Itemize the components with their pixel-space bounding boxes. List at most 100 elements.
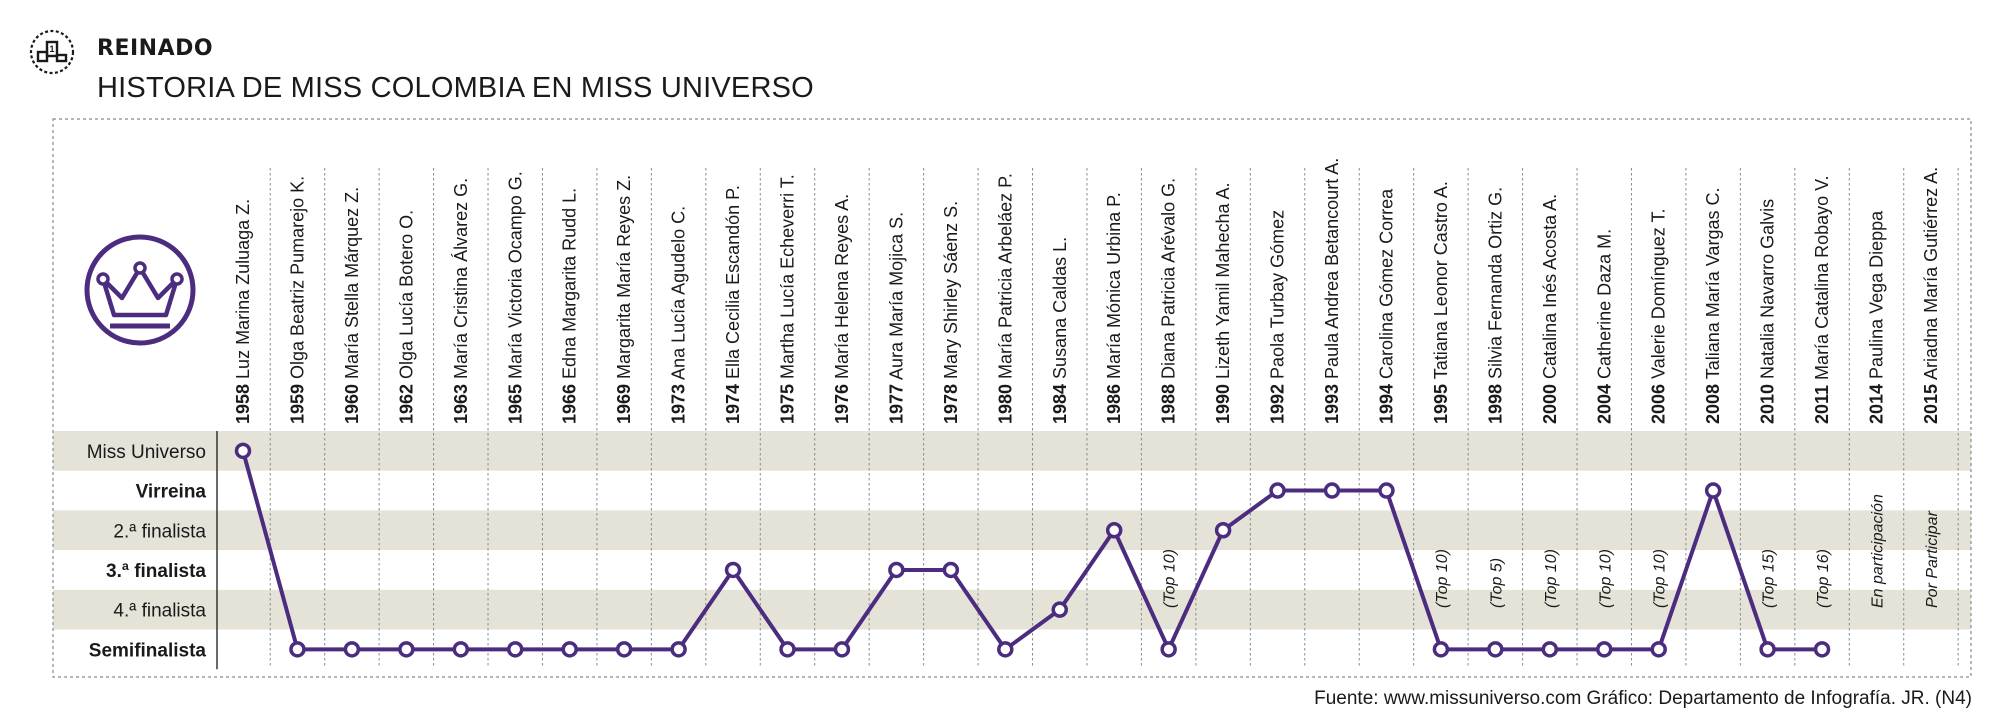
name-label: Mary Shirley Sáenz S. bbox=[941, 201, 961, 384]
name-label: Paula Andrea Betancourt A. bbox=[1322, 158, 1342, 384]
name-label: María Cristina Álvarez G. bbox=[451, 178, 471, 384]
data-point bbox=[1269, 482, 1286, 499]
name-label: Ana Lucía Agudelo C. bbox=[669, 206, 689, 384]
column-label: 1959 Olga Beatriz Pumarejo K. bbox=[287, 176, 307, 424]
column-label: 2010 Natalia Navarro Galvis bbox=[1758, 199, 1778, 424]
name-label: Diana Patricia Arévalo G. bbox=[1159, 178, 1179, 384]
name-label: Paola Turbay Gómez bbox=[1268, 210, 1288, 384]
row-bands bbox=[53, 431, 1971, 630]
column-label: 1965 María Victoria Ocampo G. bbox=[505, 171, 525, 424]
data-point bbox=[234, 442, 252, 460]
data-point bbox=[1105, 522, 1123, 539]
column-label: 1974 Ella Cecilia Escandón P. bbox=[723, 185, 743, 424]
data-point bbox=[1214, 522, 1232, 539]
column-label: 2011 María Catalina Robayo V. bbox=[1812, 175, 1832, 424]
annotation-label: (Top 10) bbox=[1162, 549, 1179, 608]
annotation-label: (Top 10) bbox=[1543, 549, 1560, 608]
year-label: 1994 bbox=[1376, 384, 1396, 424]
svg-text:1: 1 bbox=[49, 44, 54, 54]
section-label: REINADO bbox=[97, 36, 214, 61]
data-point bbox=[1323, 482, 1341, 499]
year-label: 2010 bbox=[1758, 384, 1778, 424]
column-label: 1966 Edna Margarita Rudd L. bbox=[560, 188, 580, 424]
data-point bbox=[1813, 641, 1831, 658]
data-point bbox=[997, 641, 1014, 658]
year-label: 2004 bbox=[1594, 384, 1614, 424]
name-label: Lizeth Yamil Mahecha A. bbox=[1213, 183, 1233, 384]
data-point bbox=[942, 561, 960, 579]
data-point bbox=[670, 641, 687, 658]
data-point bbox=[1487, 641, 1504, 658]
year-label: 1980 bbox=[995, 384, 1015, 424]
year-label: 1977 bbox=[886, 384, 906, 424]
data-point bbox=[888, 561, 905, 579]
source-credit: Fuente: www.missuniverso.com Gráfico: De… bbox=[1314, 688, 1972, 709]
row-label: Miss Universo bbox=[87, 442, 206, 463]
column-label: 1969 Margarita María Reyes Z. bbox=[614, 175, 634, 424]
name-label: Margarita María Reyes Z. bbox=[614, 175, 634, 384]
data-point bbox=[561, 641, 578, 658]
name-label: Tatiana Leonor Castro A. bbox=[1431, 181, 1451, 384]
year-label: 1960 bbox=[342, 384, 362, 424]
data-point bbox=[1378, 482, 1395, 499]
name-label: Taliana María Vargas C. bbox=[1703, 188, 1723, 384]
year-label: 1962 bbox=[396, 384, 416, 424]
column-label: 1994 Carolina Gómez Correa bbox=[1376, 188, 1396, 424]
year-label: 1974 bbox=[723, 384, 743, 424]
name-label: Susana Caldas L. bbox=[1050, 237, 1070, 384]
annotation-label: (Top 16) bbox=[1815, 549, 1832, 608]
column-label: 1976 María Helena Reyes A. bbox=[832, 194, 852, 424]
year-label: 1986 bbox=[1104, 384, 1124, 424]
column-label: 2014 Paulina Vega Dieppa bbox=[1867, 210, 1887, 424]
row-band bbox=[53, 510, 1971, 551]
name-label: Aura María Mojica S. bbox=[886, 212, 906, 384]
name-label: Valerie Domínguez T. bbox=[1649, 209, 1669, 384]
column-labels: 1958 Luz Marina Zuluaga Z. 1959 Olga Beat… bbox=[233, 158, 1941, 424]
row-label: 2.ª finalista bbox=[113, 521, 206, 542]
data-point bbox=[1704, 482, 1722, 499]
data-point bbox=[615, 641, 633, 658]
row-band bbox=[53, 589, 1971, 630]
year-label: 1958 bbox=[233, 384, 253, 424]
column-label: 2015 Ariadna María Gutiérrez A. bbox=[1921, 167, 1941, 424]
year-label: 2008 bbox=[1703, 384, 1723, 424]
column-label: 1975 Martha Lucía Echeverri T. bbox=[778, 174, 798, 424]
column-label: 1960 María Stella Márquez Z. bbox=[342, 187, 362, 424]
name-label: María Stella Márquez Z. bbox=[342, 187, 362, 384]
column-label: 2006 Valerie Domínguez T. bbox=[1649, 209, 1669, 424]
row-label: Semifinalista bbox=[89, 640, 207, 661]
column-label: 1973 Ana Lucía Agudelo C. bbox=[669, 206, 689, 424]
column-label: 1978 Mary Shirley Sáenz S. bbox=[941, 201, 961, 424]
name-label: Ella Cecilia Escandón P. bbox=[723, 185, 743, 384]
name-label: Martha Lucía Echeverri T. bbox=[778, 174, 798, 384]
year-label: 1976 bbox=[832, 384, 852, 424]
year-label: 1965 bbox=[505, 384, 525, 424]
data-point bbox=[507, 641, 524, 658]
year-label: 1973 bbox=[669, 384, 689, 424]
crown-icon bbox=[84, 234, 196, 346]
annotation-label: (Top 15) bbox=[1761, 549, 1778, 608]
name-label: Paulina Vega Dieppa bbox=[1867, 210, 1887, 384]
annotation-label: Por Participar bbox=[1924, 510, 1941, 608]
column-label: 1963 María Cristina Álvarez G. bbox=[451, 178, 471, 424]
data-point bbox=[833, 641, 851, 658]
annotation-label: (Top 10) bbox=[1652, 549, 1669, 608]
year-label: 1959 bbox=[287, 384, 307, 424]
column-label: 1990 Lizeth Yamil Mahecha A. bbox=[1213, 183, 1233, 425]
year-label: 1992 bbox=[1268, 384, 1288, 424]
year-label: 1966 bbox=[560, 384, 580, 424]
data-point bbox=[1160, 641, 1177, 658]
row-band bbox=[53, 431, 1971, 471]
name-label: Natalia Navarro Galvis bbox=[1758, 199, 1778, 384]
column-label: 2008 Taliana María Vargas C. bbox=[1703, 188, 1723, 424]
data-point bbox=[1432, 641, 1450, 658]
annotation-label: (Top 5) bbox=[1488, 558, 1505, 608]
column-label: 1995 Tatiana Leonor Castro A. bbox=[1431, 181, 1451, 424]
column-label: 2000 Catalina Inés Acosta A. bbox=[1540, 194, 1560, 424]
column-label: 1988 Diana Patricia Arévalo G. bbox=[1159, 178, 1179, 424]
column-label: 1992 Paola Turbay Gómez bbox=[1268, 210, 1288, 424]
name-label: Luz Marina Zuluaga Z. bbox=[233, 199, 253, 384]
column-label: 1986 María Mónica Urbina P. bbox=[1104, 192, 1124, 424]
year-label: 1998 bbox=[1485, 384, 1505, 424]
row-label: Virreina bbox=[136, 482, 207, 503]
